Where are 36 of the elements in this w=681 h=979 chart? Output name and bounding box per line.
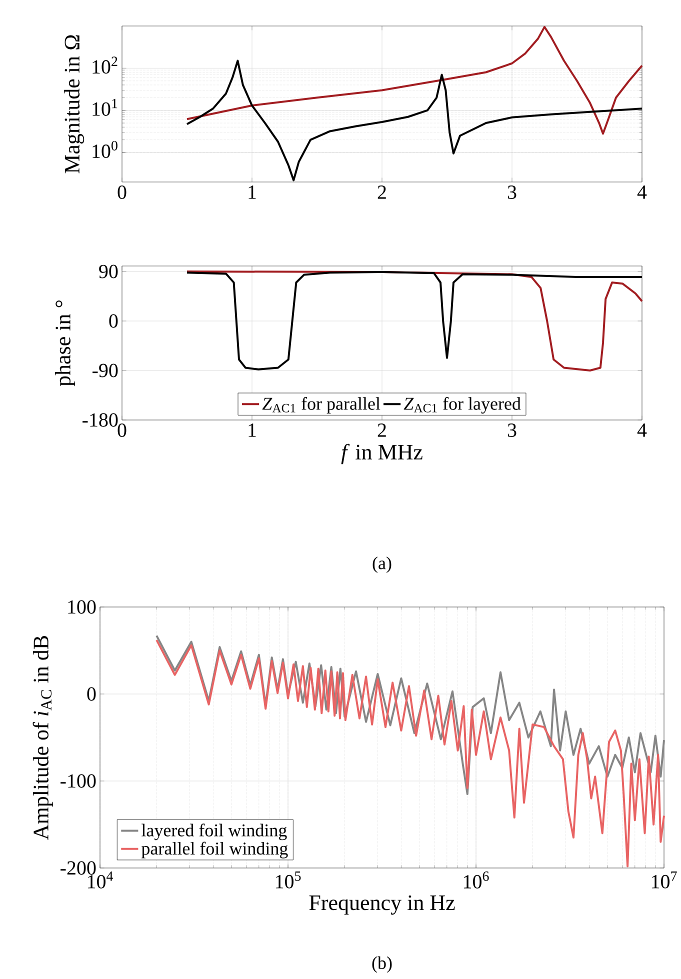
legend-label: layered foil winding [142,824,287,840]
y-tick-label: 100 [68,600,96,614]
y-tick-label: 10$^{0}$ [92,140,118,158]
x-tick-label: 3 [508,186,516,199]
x-axis-title: Frequency in Hz [309,895,455,915]
y-tick-label: -180 [82,413,118,427]
x-tick-label: 10$^{7}$ [652,872,677,888]
y-tick-label: -90 [92,364,118,378]
y-axis-title: Amplitude of i$_{AC}$ in dB [32,636,53,840]
legend-label: parallel foil winding [141,842,288,858]
x-tick-label: 4 [637,424,647,437]
y-tick-label: -100 [60,774,96,788]
x-tick-label: 10$^{5}$ [276,872,301,888]
x-tick-label: 4 [637,186,647,199]
legend-label: Z$_{AC1}$ for parallel [262,397,380,414]
x-tick-label: 0 [118,424,126,438]
x-tick-label: 1 [248,186,256,199]
y-tick-label: 0 [109,314,118,328]
x-axis-title: f in MHz [341,444,422,464]
y-axis-title: phase in ° [54,300,75,386]
x-tick-label: 2 [378,424,386,437]
y-axis-title: Magnitude in Ω [64,35,84,174]
x-tick-label: 1 [248,424,256,437]
y-tick-label: 0 [87,687,96,701]
y-tick-label: 10$^{1}$ [92,98,118,116]
text: (b) [372,956,392,973]
x-tick-label: 10$^{6}$ [464,872,489,889]
legend-label: Z$_{AC1}$ for layered [404,397,521,414]
y-tick-label: 90 [99,264,118,278]
y-tick-label: 10$^{2}$ [92,56,118,74]
x-tick-label: 3 [508,424,516,437]
text: (a) [372,556,392,573]
line-series [186,26,643,135]
line-series [186,60,643,182]
x-tick-label: 2 [378,186,386,199]
x-tick-label: 0 [118,186,126,200]
